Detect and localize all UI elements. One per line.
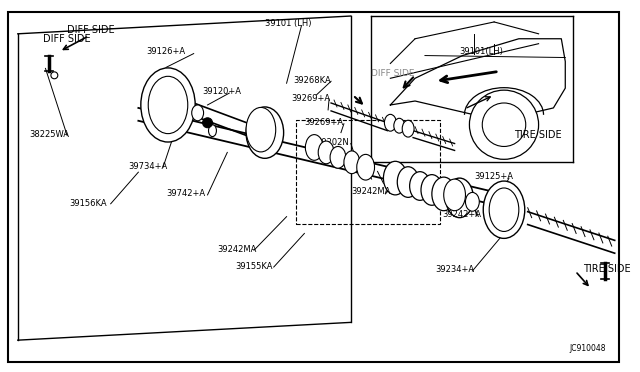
Ellipse shape xyxy=(397,167,419,198)
Text: TIRE SIDE: TIRE SIDE xyxy=(583,264,630,274)
Ellipse shape xyxy=(402,120,414,137)
Ellipse shape xyxy=(246,107,284,158)
Ellipse shape xyxy=(444,179,465,211)
Text: 39101(LH): 39101(LH) xyxy=(460,47,504,56)
Ellipse shape xyxy=(394,118,404,133)
Text: 39101 (LH): 39101 (LH) xyxy=(265,19,311,28)
Text: DIFF SIDE: DIFF SIDE xyxy=(371,69,414,78)
Ellipse shape xyxy=(192,105,204,121)
Text: 39268KA: 39268KA xyxy=(294,76,332,85)
Ellipse shape xyxy=(356,154,374,180)
Ellipse shape xyxy=(318,141,334,164)
Text: 39126+A: 39126+A xyxy=(147,47,186,56)
Bar xyxy=(296,120,440,224)
Text: JC910048: JC910048 xyxy=(569,344,605,353)
Circle shape xyxy=(469,90,539,159)
Text: 39156KA: 39156KA xyxy=(69,199,107,208)
Text: 39269+A: 39269+A xyxy=(292,93,331,103)
Text: 38225WA: 38225WA xyxy=(29,130,70,139)
Text: 39234+A: 39234+A xyxy=(435,264,474,273)
Text: 39242MA: 39242MA xyxy=(351,187,390,196)
Ellipse shape xyxy=(209,125,216,137)
Circle shape xyxy=(203,118,212,128)
Ellipse shape xyxy=(410,171,430,201)
Ellipse shape xyxy=(344,151,360,174)
Ellipse shape xyxy=(148,76,188,134)
Text: 39202N: 39202N xyxy=(316,138,349,147)
Text: 39155KA: 39155KA xyxy=(236,262,273,270)
Ellipse shape xyxy=(489,188,519,231)
Text: 39742+A: 39742+A xyxy=(166,189,205,198)
Circle shape xyxy=(483,103,525,147)
Ellipse shape xyxy=(305,135,323,160)
Ellipse shape xyxy=(483,181,525,238)
Text: DIFF SIDE: DIFF SIDE xyxy=(67,25,115,35)
Text: 39242+A: 39242+A xyxy=(443,210,482,219)
Ellipse shape xyxy=(141,68,195,142)
Text: 39125+A: 39125+A xyxy=(474,171,513,181)
Text: DIFF SIDE: DIFF SIDE xyxy=(44,34,91,44)
Circle shape xyxy=(51,72,58,79)
Ellipse shape xyxy=(432,177,456,211)
Ellipse shape xyxy=(246,108,276,152)
Ellipse shape xyxy=(385,114,396,131)
Ellipse shape xyxy=(445,178,474,218)
Ellipse shape xyxy=(421,174,443,205)
Text: 39120+A: 39120+A xyxy=(203,87,241,96)
Ellipse shape xyxy=(383,161,407,195)
Text: 39242MA: 39242MA xyxy=(218,245,257,254)
Text: 39269+A: 39269+A xyxy=(305,118,344,127)
Text: 39734+A: 39734+A xyxy=(129,162,168,171)
Ellipse shape xyxy=(465,192,479,211)
Ellipse shape xyxy=(330,147,346,168)
Text: TIRE SIDE: TIRE SIDE xyxy=(514,129,561,140)
